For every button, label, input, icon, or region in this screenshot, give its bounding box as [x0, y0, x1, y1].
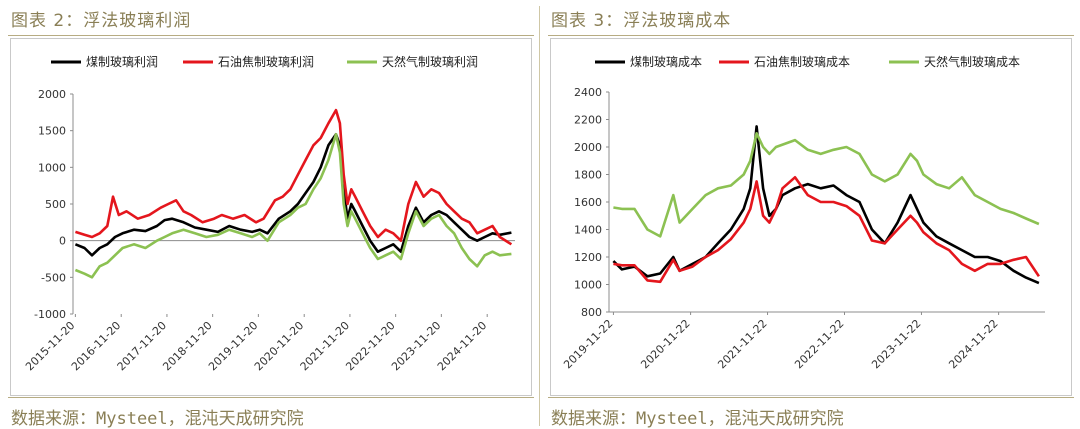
- profit-figure-title: 图表 2：浮法玻璃利润: [11, 11, 192, 31]
- profit-chart-svg: -1000-50005001000150020002015-11-202016-…: [23, 54, 515, 373]
- title-rule: [548, 35, 1074, 36]
- y-tick-label: 0: [59, 235, 66, 248]
- x-tick-label: 2024-11-22: [946, 317, 1000, 371]
- series-line-1: [74, 133, 512, 257]
- y-tick-label: 1200: [574, 251, 602, 264]
- x-tick-label: 2021-11-22: [715, 317, 769, 371]
- x-tick-label: 2019-11-22: [561, 317, 615, 371]
- legend-label: 煤制玻璃成本: [630, 55, 702, 69]
- y-tick-label: 1400: [574, 224, 602, 237]
- y-tick-label: 2000: [574, 141, 602, 154]
- y-tick-label: 1500: [38, 125, 66, 138]
- profit-source-note: 数据来源：Mysteel，混沌天成研究院: [11, 409, 304, 429]
- y-tick-label: 800: [581, 306, 602, 319]
- x-tick-label: 2023-11-22: [869, 317, 923, 371]
- cost-figure-title: 图表 3：浮法玻璃成本: [551, 11, 732, 31]
- legend-label: 石油焦制玻璃成本: [754, 55, 850, 69]
- source-rule: [548, 397, 1074, 398]
- source-rule: [8, 397, 534, 398]
- title-rule: [8, 35, 534, 36]
- y-tick-label: 1000: [574, 279, 602, 292]
- y-tick-label: 1000: [38, 161, 66, 174]
- legend-label: 天然气制玻璃利润: [382, 54, 478, 69]
- profit-panel: 图表 2：浮法玻璃利润 -1000 -500 0 500 1000 1500 2000 201…: [0, 0, 540, 429]
- x-tick-label: 2022-11-22: [792, 317, 846, 371]
- legend-label: 煤制玻璃利润: [86, 55, 158, 69]
- y-tick-label: -1000: [34, 308, 66, 321]
- legend-label: 天然气制玻璃成本: [924, 54, 1020, 69]
- panel-divider: [539, 6, 540, 426]
- profit-chart: -1000 -500 0 500 1000 1500 2000 2015-11-20 2016-…: [10, 38, 532, 396]
- cost-source-note: 数据来源：Mysteel，混沌天成研究院: [551, 409, 844, 429]
- series-line-1: [612, 125, 1040, 285]
- cost-panel: 图表 3：浮法玻璃成本 800 1000 1200 1400 1600 1800 2000 2…: [540, 0, 1080, 429]
- x-tick-label: 2024-11-20: [435, 319, 489, 373]
- cost-chart-svg: 800 1000 1200 1400 1600 1800 2000 2200 2400 2019-…: [561, 54, 1045, 371]
- y-tick-label: 2400: [574, 86, 602, 99]
- y-tick-label: 2000: [38, 88, 66, 101]
- y-tick-label: 2200: [574, 114, 602, 127]
- y-tick-label: -500: [41, 271, 66, 284]
- series-line-3: [74, 133, 512, 279]
- x-tick-label: 2020-11-22: [638, 317, 692, 371]
- series-line-2: [613, 176, 1040, 284]
- cost-chart: 800 1000 1200 1400 1600 1800 2000 2200 2400 2019-…: [550, 38, 1072, 396]
- series-line-2: [75, 108, 513, 246]
- y-tick-label: 1600: [574, 196, 602, 209]
- series-line-3: [613, 132, 1040, 238]
- legend-label: 石油焦制玻璃利润: [218, 55, 314, 69]
- y-tick-label: 1800: [574, 169, 602, 182]
- y-tick-label: 500: [45, 198, 66, 211]
